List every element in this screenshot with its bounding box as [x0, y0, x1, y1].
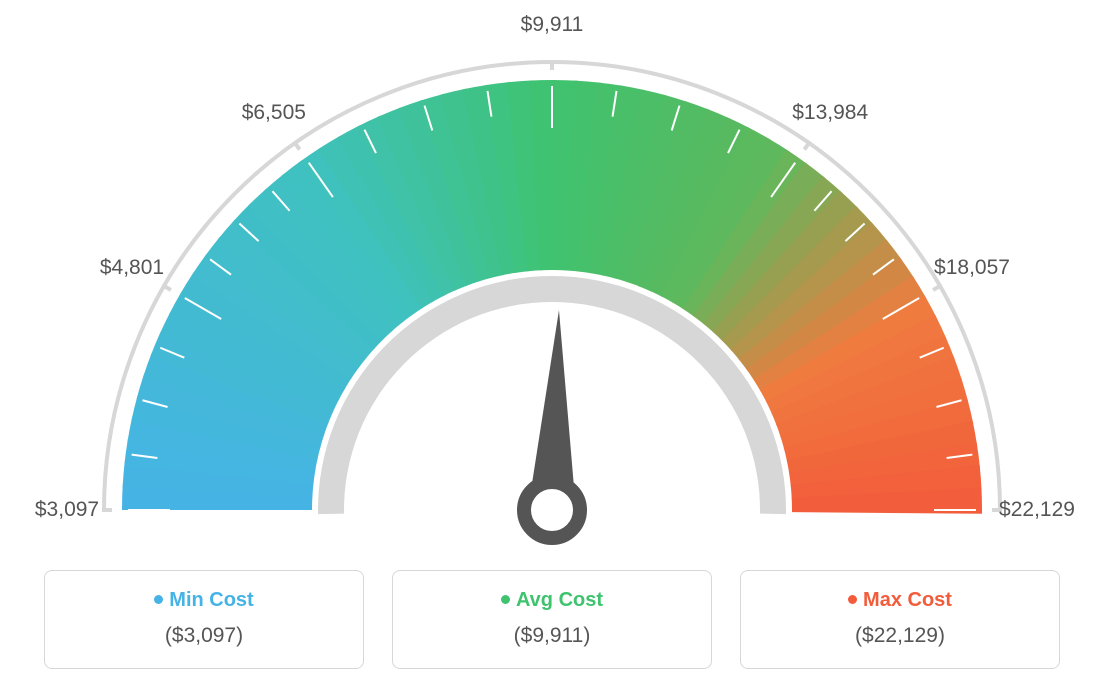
scale-label: $13,984 [792, 101, 868, 125]
legend-card-min: Min Cost ($3,097) [44, 570, 364, 669]
legend-title-avg: Avg Cost [403, 589, 701, 612]
legend-title-max: Max Cost [751, 589, 1049, 612]
legend-value-max: ($22,129) [751, 624, 1049, 648]
scale-label: $22,129 [999, 498, 1075, 522]
legend-value-min: ($3,097) [55, 624, 353, 648]
scale-label: $9,911 [521, 13, 584, 37]
legend-dot-icon [848, 595, 857, 604]
legend-title-min: Min Cost [55, 589, 353, 612]
scale-label: $3,097 [35, 498, 99, 522]
legend-dot-icon [501, 595, 510, 604]
gauge-container: $3,097$4,801$6,505$9,911$13,984$18,057$2… [22, 20, 1082, 560]
legend-card-max: Max Cost ($22,129) [740, 570, 1060, 669]
legend-card-avg: Avg Cost ($9,911) [392, 570, 712, 669]
scale-label: $6,505 [242, 101, 306, 125]
scale-label: $4,801 [100, 256, 164, 280]
legend-row: Min Cost ($3,097) Avg Cost ($9,911) Max Cost… [20, 570, 1084, 669]
gauge-chart: $3,097$4,801$6,505$9,911$13,984$18,057$2… [20, 20, 1084, 560]
legend-dot-icon [154, 595, 163, 604]
legend-value-avg: ($9,911) [403, 624, 701, 648]
scale-label: $18,057 [934, 256, 1010, 280]
legend-title-text: Max Cost [863, 589, 952, 611]
legend-title-text: Avg Cost [516, 589, 603, 611]
needle-hub [524, 482, 580, 538]
legend-title-text: Min Cost [169, 589, 253, 611]
gauge-svg [22, 20, 1082, 560]
